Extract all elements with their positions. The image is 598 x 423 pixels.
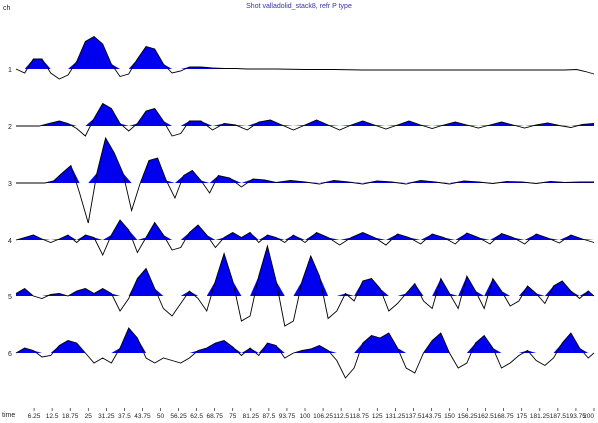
trace-line-6	[15, 327, 595, 379]
channel-label-6: 6	[8, 351, 12, 358]
x-tick-label: 131.25	[385, 413, 405, 420]
x-tick-label: 193.75	[566, 413, 586, 420]
x-tick-label: 25	[85, 413, 93, 420]
chart-title: Shot valladolid_stack8, refr P type	[246, 3, 352, 10]
x-tick-label: 156.25	[458, 413, 478, 420]
x-tick-label: 93.75	[279, 413, 296, 420]
trace-line-3	[16, 136, 594, 224]
x-tick-label: 200	[583, 413, 594, 420]
x-tick-label: 43.75	[134, 413, 151, 420]
trace-fill-4	[16, 220, 594, 240]
trace-line-5	[15, 244, 595, 327]
traces-group	[15, 35, 595, 379]
trace-line-4	[15, 219, 595, 257]
y-axis-label: ch	[3, 5, 11, 12]
trace-fill-3	[16, 138, 594, 183]
channel-label-5: 5	[8, 294, 12, 301]
x-tick-label: 12.5	[46, 413, 59, 420]
x-tick-label: 112.5	[333, 413, 349, 420]
x-tick-label: 81.25	[243, 413, 260, 420]
channel-label-4: 4	[8, 238, 12, 245]
x-tick-label: 106.25	[313, 413, 333, 420]
x-tick-label: 181.25	[530, 413, 550, 420]
x-tick-label: 175	[516, 413, 527, 420]
x-tick-label: 125	[372, 413, 383, 420]
x-tick-label: 6.25	[28, 413, 41, 420]
x-tick-label: 100	[300, 413, 311, 420]
x-tick-label: 143.75	[421, 413, 441, 420]
x-tick-label: 31.25	[98, 413, 115, 420]
trace-fill-6	[16, 328, 594, 353]
x-tick-label: 150	[444, 413, 455, 420]
x-tick-label: 56.25	[170, 413, 187, 420]
trace-fill-2	[16, 103, 594, 126]
x-tick-label: 162.5	[477, 413, 494, 420]
x-tick-label: 68.75	[207, 413, 224, 420]
channel-label-1: 1	[8, 67, 12, 74]
channel-labels: 1 2 3 4 5 6	[8, 67, 12, 358]
channel-label-3: 3	[8, 181, 12, 188]
x-axis-label: time	[2, 412, 15, 419]
x-axis-ticks: 6.25 12.5 18.75 25 31.25 37.5 43.75 50 56.25 62.5…	[28, 408, 594, 420]
trace-fill-1	[16, 36, 594, 69]
x-tick-label: 168.75	[494, 413, 514, 420]
channel-label-2: 2	[8, 124, 12, 131]
x-tick-label: 50	[157, 413, 165, 420]
x-tick-label: 187.5	[550, 413, 567, 420]
trace-line-2	[16, 102, 595, 137]
trace-fill-5	[16, 246, 594, 296]
x-tick-label: 137.5	[405, 413, 422, 420]
x-tick-label: 37.5	[118, 413, 131, 420]
x-tick-label: 62.5	[190, 413, 203, 420]
trace-line-1	[15, 35, 595, 80]
x-tick-label: 75	[229, 413, 237, 420]
x-tick-label: 118.75	[349, 413, 369, 420]
x-tick-label: 87.5	[263, 413, 276, 420]
x-tick-label: 18.75	[62, 413, 79, 420]
